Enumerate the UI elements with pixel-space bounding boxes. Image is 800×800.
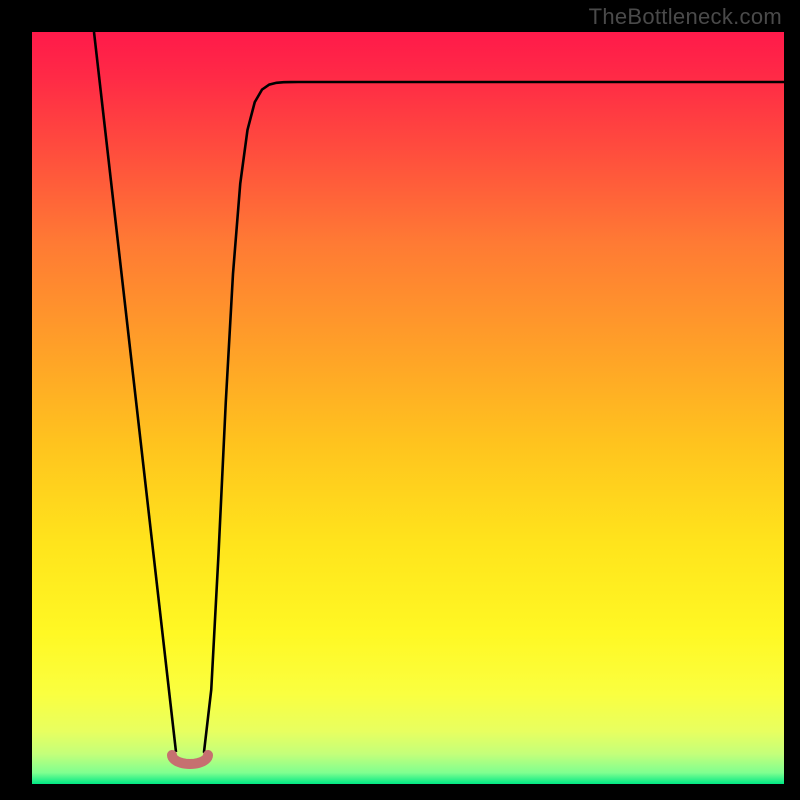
curve-left-segment xyxy=(94,32,176,752)
curve-right-segment xyxy=(204,82,784,752)
plot-area xyxy=(32,32,784,784)
curve-valley-marker xyxy=(172,755,208,764)
bottleneck-curve xyxy=(32,32,784,784)
chart-container: TheBottleneck.com xyxy=(0,0,800,800)
watermark-text: TheBottleneck.com xyxy=(589,4,782,30)
